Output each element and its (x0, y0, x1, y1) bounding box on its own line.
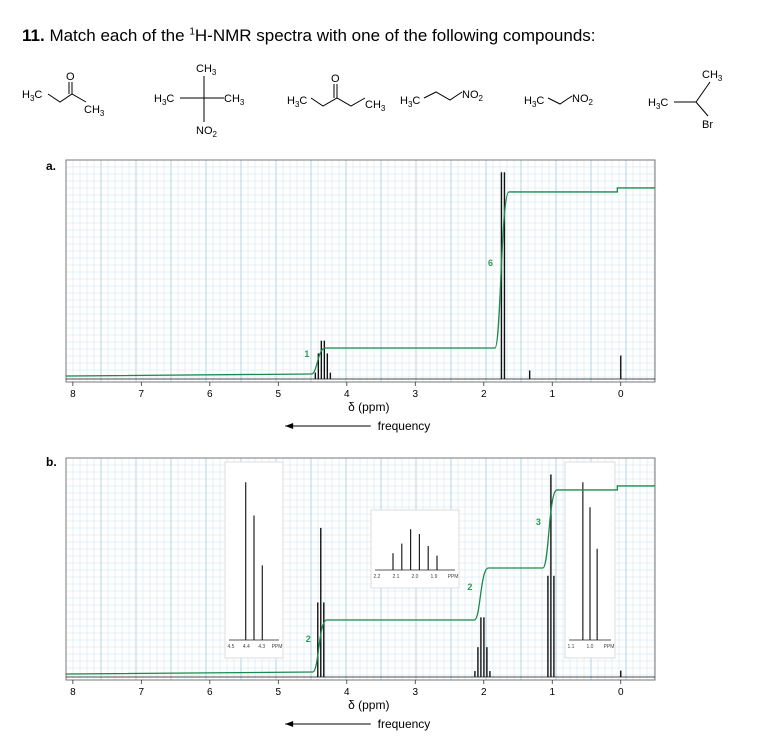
x-tick-label: 7 (139, 687, 145, 698)
compound-3-label-h3c: H3C (287, 95, 307, 109)
x-tick-label: 1 (549, 687, 555, 698)
chart-b-insets: 4.5 4.4 4.3 PPM 2.2 2.1 2.0 1.9 PPM 1.1 1.0 PPM (224, 461, 616, 659)
compound-6-label-h3c: H3C (648, 97, 668, 111)
inset-tick-label: 4.3 (258, 644, 265, 650)
inset-tick-label: 1.1 (568, 644, 575, 650)
chart-b-x-ticks: 8 7 6 5 4 3 2 1 0 (70, 680, 624, 698)
x-tick-label: 2 (481, 687, 487, 698)
panel-label-b: b. (46, 455, 57, 469)
chart-a-frequency-label: frequency (378, 419, 431, 433)
inset-tick-label: PPM (448, 574, 459, 580)
compound-3-label-ch3: CH3 (365, 99, 386, 113)
x-tick-label: 8 (70, 687, 76, 698)
compound-5-label-no2: NO2 (572, 93, 594, 107)
compound-3-label-o: O (331, 73, 340, 85)
inset-tick-label: 2.2 (374, 574, 381, 580)
compound-4-label-no2: NO2 (462, 89, 484, 103)
question-superscript: 1 (189, 26, 195, 38)
compound-5-structure: H3C NO2 (524, 93, 594, 109)
question-text-before: Match each of the (49, 26, 190, 45)
compound-2-label-no2: NO2 (196, 125, 218, 139)
x-tick-label: 6 (207, 389, 213, 400)
inset-panel (370, 509, 460, 589)
x-tick-label: 8 (70, 389, 76, 400)
x-tick-label: 0 (618, 687, 624, 698)
x-tick-label: 3 (413, 687, 419, 698)
compound-1-label-ch3: CH3 (84, 104, 105, 118)
x-tick-label: 6 (207, 687, 213, 698)
question-text: 11. Match each of the 1H-NMR spectra wit… (22, 26, 596, 46)
compound-1-label-o: O (66, 71, 75, 83)
chart-b-integral-curve (65, 485, 655, 675)
compound-1-structure: H3C O CH3 (22, 71, 105, 118)
integral-label: 1 (304, 349, 309, 359)
inset-tick-label: 4.5 (228, 644, 235, 650)
chart-a-x-ticks: 8 7 6 5 4 3 2 1 0 (70, 382, 624, 400)
chart-b-x-label: δ (ppm) (348, 698, 389, 712)
inset-tick-label: PPM (272, 644, 283, 650)
compound-6-label-br: Br (702, 119, 713, 131)
chart-b-peaks (66, 474, 655, 678)
chart-b-frequency-label: frequency (378, 717, 431, 731)
integral-label: 2 (306, 634, 311, 644)
x-tick-label: 7 (139, 389, 145, 400)
arrow-head (285, 721, 294, 727)
inset-tick-label: PPM (604, 644, 615, 650)
compound-1-label-h3c: H3C (22, 89, 42, 103)
x-tick-label: 2 (481, 389, 487, 400)
integral-label: 6 (488, 258, 493, 268)
compound-6-structure: CH3 H3C Br (648, 69, 723, 131)
x-tick-label: 5 (276, 687, 282, 698)
chart-a-integral-labels: 16 (304, 258, 493, 359)
x-tick-label: 5 (276, 389, 282, 400)
integral-label: 2 (467, 582, 472, 592)
arrow-head (285, 423, 294, 429)
question-number: 11. (22, 26, 45, 45)
chart-b-frame (65, 457, 656, 681)
x-tick-label: 4 (344, 687, 350, 698)
chart-a-grid (65, 159, 655, 382)
inset-tick-label: 2.0 (412, 574, 419, 580)
inset-tick-label: 4.4 (243, 644, 250, 650)
compound-2-label-ch3-right: CH3 (224, 93, 245, 107)
x-tick-label: 0 (618, 389, 624, 400)
question-text-after: H-NMR spectra with one of the following … (194, 26, 596, 45)
chart-b-frequency-arrow (285, 721, 371, 727)
inset-tick-label: 1.0 (587, 644, 594, 650)
inset-tick-label: 1.9 (431, 574, 438, 580)
compound-3-structure: H3C O CH3 (287, 73, 386, 113)
chart-b-grid (65, 457, 655, 680)
chart-a-integral-curve (65, 187, 655, 377)
panel-label-a: a. (46, 159, 56, 173)
x-tick-label: 3 (413, 389, 419, 400)
chart-a-x-label: δ (ppm) (348, 400, 389, 414)
chart-a-frame (65, 159, 656, 383)
chart-a-frequency-arrow (285, 423, 371, 429)
compound-2-structure: CH3 H3C CH3 NO2 (154, 63, 245, 139)
compound-4-structure: H3C NO2 (400, 89, 484, 109)
integral-label: 3 (536, 517, 541, 527)
x-tick-label: 4 (344, 389, 350, 400)
inset-tick-label: 2.1 (393, 574, 400, 580)
compound-6-label-ch3: CH3 (702, 69, 723, 83)
compound-2-label-ch3-top: CH3 (196, 63, 217, 77)
compound-2-label-h3c: H3C (154, 93, 174, 107)
compound-5-label-h3c: H3C (524, 95, 544, 109)
chart-b-integral-labels: 2 2 3 (306, 517, 541, 644)
x-tick-label: 1 (549, 389, 555, 400)
compound-4-label-h3c: H3C (400, 95, 420, 109)
